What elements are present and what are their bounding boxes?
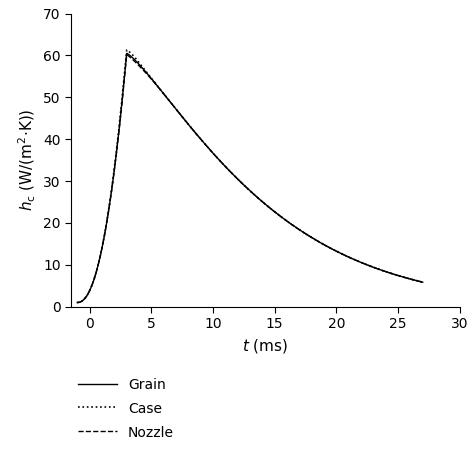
- Nozzle: [243, 184, 248, 189]
- Grain: [410, 277, 416, 282]
- X-axis label: $t$ (ms): $t$ (ms): [242, 336, 289, 354]
- Nozzle: [124, 52, 129, 58]
- Nozzle: [74, 300, 80, 305]
- Line: Nozzle: Nozzle: [77, 55, 423, 303]
- Case: [410, 277, 416, 282]
- Legend: Grain, Case, Nozzle: Grain, Case, Nozzle: [78, 378, 174, 440]
- Case: [346, 255, 352, 260]
- Case: [410, 277, 416, 282]
- Grain: [410, 277, 416, 282]
- Line: Case: Case: [77, 50, 423, 303]
- Nozzle: [420, 280, 426, 285]
- Y-axis label: $h_\mathrm{c}$ (W/(m$^2$$\cdot$K)): $h_\mathrm{c}$ (W/(m$^2$$\cdot$K)): [17, 109, 37, 212]
- Grain: [92, 274, 98, 279]
- Grain: [243, 184, 248, 189]
- Grain: [420, 280, 426, 285]
- Case: [420, 280, 426, 285]
- Grain: [74, 300, 80, 305]
- Case: [233, 175, 239, 180]
- Grain: [346, 255, 352, 260]
- Case: [243, 184, 248, 189]
- Case: [124, 47, 129, 53]
- Grain: [233, 175, 239, 180]
- Case: [92, 274, 98, 279]
- Grain: [124, 51, 129, 56]
- Nozzle: [233, 175, 239, 180]
- Line: Grain: Grain: [77, 53, 423, 303]
- Nozzle: [410, 277, 416, 282]
- Nozzle: [410, 277, 416, 282]
- Nozzle: [346, 255, 352, 260]
- Case: [74, 300, 80, 305]
- Nozzle: [92, 274, 98, 279]
